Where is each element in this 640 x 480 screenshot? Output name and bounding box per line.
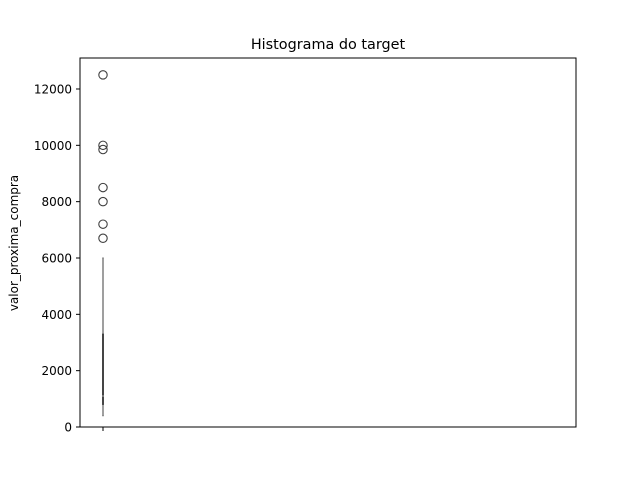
y-tick-label: 0 <box>64 421 72 435</box>
chart-title: Histograma do target <box>251 37 406 53</box>
y-tick-label: 8000 <box>41 195 72 209</box>
outlier-point <box>98 196 108 207</box>
y-axis: 0 2000 4000 6000 8000 10000 12000 <box>34 82 80 435</box>
outlier-point <box>98 219 108 229</box>
outlier-point <box>98 144 108 155</box>
y-tick-label: 12000 <box>34 82 72 96</box>
axes-frame <box>79 57 577 428</box>
box-body <box>102 333 105 405</box>
plot-area <box>98 70 108 417</box>
y-tick-label: 6000 <box>41 251 72 265</box>
outlier-point <box>98 140 108 151</box>
y-tick-label: 4000 <box>41 308 72 322</box>
outlier-point <box>98 233 108 244</box>
y-tick-label: 10000 <box>34 139 72 153</box>
y-tick-label: 2000 <box>41 364 72 378</box>
y-axis-label: valor_proxima_compra <box>7 175 21 311</box>
outlier-point <box>98 182 108 193</box>
outlier-point <box>98 70 108 80</box>
